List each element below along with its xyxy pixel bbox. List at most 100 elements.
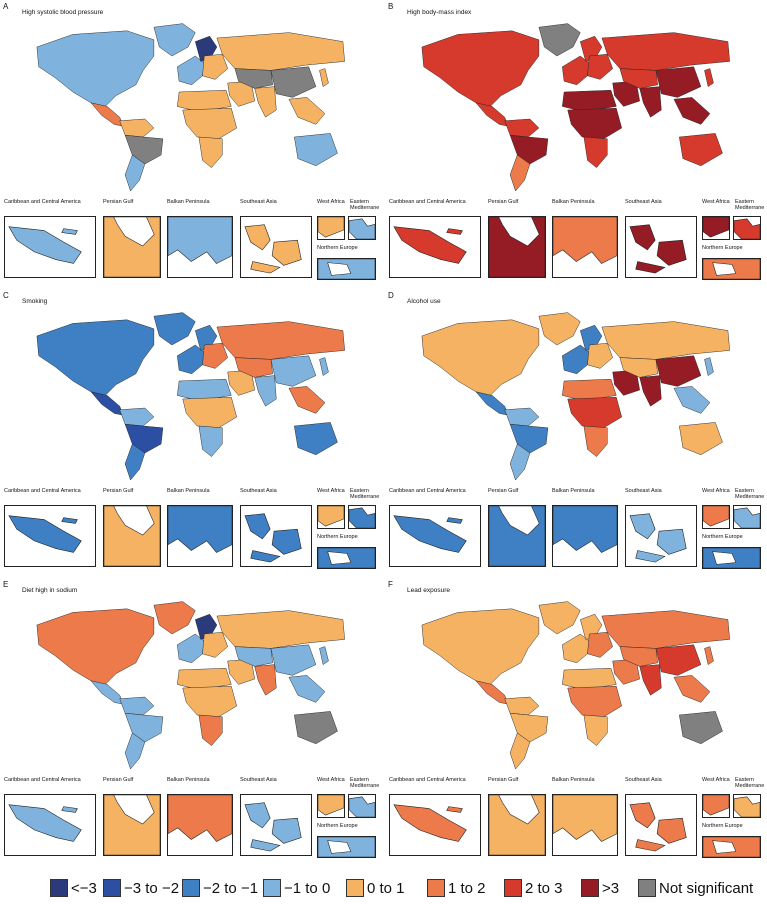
region-greenland — [153, 601, 196, 635]
region-north-america — [36, 30, 155, 107]
region-north-america — [421, 319, 540, 396]
region-south-asia — [639, 86, 662, 118]
inset-label-balkan: Balkan Peninsula — [552, 777, 595, 783]
region-central-asia — [619, 357, 658, 378]
inset-label-eastmed: Eastern Mediterrane — [735, 777, 765, 789]
inset-region — [104, 217, 160, 277]
panel-title: High systolic blood pressure — [22, 9, 104, 16]
inset-map-persian — [103, 216, 161, 278]
inset-label-seasia: Southeast Asia — [240, 488, 277, 494]
inset-map-caribbean — [389, 794, 481, 856]
region-japan — [704, 68, 714, 87]
legend-item: −1 to 0 — [263, 878, 330, 898]
inset-map-seasia — [625, 505, 697, 567]
inset-region — [489, 506, 545, 566]
inset-label-westafrica: West Africa — [702, 777, 730, 783]
inset-map-eastmed — [348, 216, 376, 240]
region-russia — [601, 321, 730, 360]
inset-label-eastmed: Eastern Mediterrane — [350, 777, 380, 789]
region-africa-s — [583, 714, 608, 746]
inset-map-northeu — [702, 547, 761, 569]
region-north-america — [36, 319, 155, 396]
region-south-america-s — [509, 154, 531, 192]
inset-region — [318, 795, 344, 816]
panel-letter: A — [3, 2, 9, 11]
inset-region — [318, 506, 344, 527]
region-south-america-n — [119, 118, 155, 138]
region-russia — [216, 321, 345, 360]
inset-maps: Caribbean and Central America Persian Gul… — [0, 198, 379, 286]
inset-region — [703, 795, 729, 816]
inset-region — [703, 548, 760, 568]
region-china — [270, 355, 317, 387]
inset-region — [349, 218, 375, 239]
inset-map-caribbean — [389, 505, 481, 567]
inset-label-eastmed: Eastern Mediterrane — [350, 488, 380, 500]
region-se-asia — [673, 386, 711, 414]
region-south-america-s — [124, 732, 146, 770]
legend-item: Not significant — [638, 878, 753, 898]
panel-title: Smoking — [22, 298, 48, 305]
region-south-america-s — [124, 443, 146, 481]
region-africa-sub — [182, 396, 237, 429]
legend-label: Not significant — [659, 879, 754, 897]
inset-region — [104, 795, 160, 855]
inset-region — [318, 837, 375, 857]
inset-region — [244, 224, 302, 274]
legend-item: −2 to −1 — [182, 878, 258, 898]
region-central-asia — [619, 646, 658, 667]
region-russia — [216, 610, 345, 649]
legend-label: −3 to −2 — [124, 879, 180, 897]
inset-region — [489, 795, 545, 855]
inset-map-balkan — [167, 794, 233, 856]
inset-region — [489, 217, 545, 277]
inset-map-balkan — [167, 216, 233, 278]
inset-label-persian: Persian Gulf — [103, 199, 134, 205]
world-map — [421, 312, 730, 481]
region-south-america-n — [504, 407, 540, 427]
inset-map-westafrica — [317, 794, 345, 818]
region-africa-s — [583, 136, 608, 168]
inset-map-westafrica — [702, 505, 730, 529]
inset-region — [393, 804, 467, 842]
inset-map-caribbean — [4, 505, 96, 567]
inset-region — [8, 515, 82, 553]
inset-map-persian — [488, 216, 546, 278]
legend-label: −2 to −1 — [203, 879, 259, 897]
region-central-america — [90, 680, 124, 705]
inset-label-caribbean: Caribbean and Central America — [389, 488, 466, 494]
world-map — [421, 601, 730, 770]
inset-map-seasia — [240, 216, 312, 278]
inset-label-seasia: Southeast Asia — [240, 199, 277, 205]
inset-map-westafrica — [317, 505, 345, 529]
legend-item: 1 to 2 — [427, 878, 486, 898]
region-central-asia — [619, 68, 658, 89]
inset-map-persian — [103, 794, 161, 856]
region-africa-sub — [567, 685, 622, 718]
region-south-asia — [639, 664, 662, 696]
region-australia — [679, 422, 723, 456]
inset-map-eastmed — [733, 216, 761, 240]
region-australia — [679, 711, 723, 745]
region-central-america — [475, 102, 509, 127]
region-south-america-n — [119, 696, 155, 716]
region-china — [270, 644, 317, 676]
inset-map-balkan — [552, 216, 618, 278]
inset-maps: Caribbean and Central America Persian Gul… — [0, 776, 380, 864]
inset-map-caribbean — [4, 216, 96, 278]
legend-swatch — [182, 879, 200, 897]
region-japan — [319, 68, 329, 87]
panel-title: Lead exposure — [407, 587, 451, 594]
map-panel-d: D Alcohol use Caribbean and Central Americ… — [385, 289, 764, 579]
legend-label: −1 to 0 — [284, 879, 331, 897]
inset-region — [8, 804, 82, 842]
panel-letter: E — [3, 580, 9, 589]
legend-swatch — [504, 879, 522, 897]
region-australia — [294, 711, 338, 745]
world-map — [36, 23, 345, 192]
inset-label-persian: Persian Gulf — [488, 777, 519, 783]
legend-item: −3 to −2 — [103, 878, 179, 898]
region-africa-sub — [567, 107, 622, 140]
region-eastern-europe — [587, 342, 613, 369]
world-map — [36, 601, 345, 770]
